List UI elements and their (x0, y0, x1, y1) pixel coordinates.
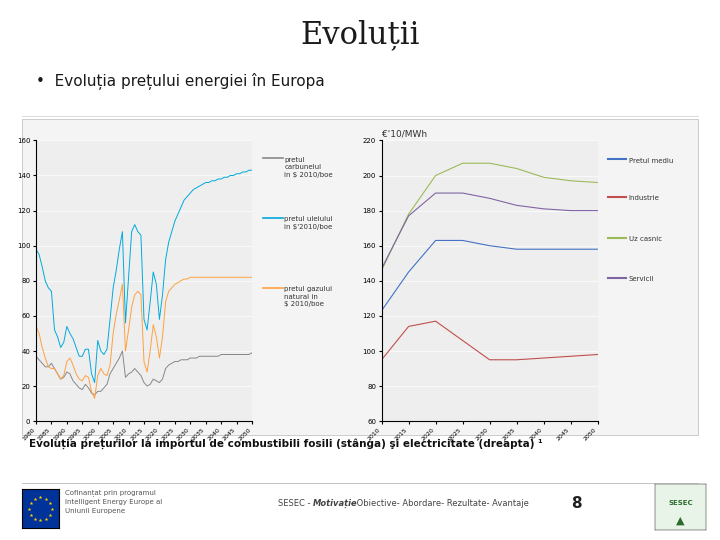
Text: SESEC: SESEC (668, 500, 693, 506)
Text: 8: 8 (571, 496, 581, 511)
Text: Motivație: Motivație (313, 499, 358, 508)
Text: Servicii: Servicii (629, 276, 654, 282)
Text: •  Evoluția prețului energiei în Europa: • Evoluția prețului energiei în Europa (36, 73, 325, 90)
Text: Pretul mediu: Pretul mediu (629, 158, 673, 164)
Text: Uniunii Europene: Uniunii Europene (65, 508, 125, 514)
Text: - Obiective- Abordare- Rezultate- Avantaje: - Obiective- Abordare- Rezultate- Avanta… (351, 499, 528, 508)
Text: pretul gazului
natural in
$ 2010/boe: pretul gazului natural in $ 2010/boe (284, 286, 333, 307)
Text: Industrie: Industrie (629, 195, 660, 201)
Text: €'10/MWh: €'10/MWh (382, 129, 427, 138)
Text: Uz casnic: Uz casnic (629, 236, 662, 242)
Text: SESEC -: SESEC - (278, 499, 313, 508)
Text: Cofinanțat prin programul: Cofinanțat prin programul (65, 490, 156, 497)
Text: Evoluția prețurilor la importul de combustibili fosili (stânga) şi electricitate: Evoluția prețurilor la importul de combu… (29, 438, 542, 449)
Text: Intelligent Energy Europe al: Intelligent Energy Europe al (65, 499, 162, 505)
Text: Evoluții: Evoluții (300, 19, 420, 50)
Text: pretul
carbunelui
in $ 2010/boe: pretul carbunelui in $ 2010/boe (284, 157, 333, 178)
Text: pretul uleiului
in $'2010/boe: pretul uleiului in $'2010/boe (284, 216, 333, 229)
Text: ▲: ▲ (676, 516, 685, 526)
